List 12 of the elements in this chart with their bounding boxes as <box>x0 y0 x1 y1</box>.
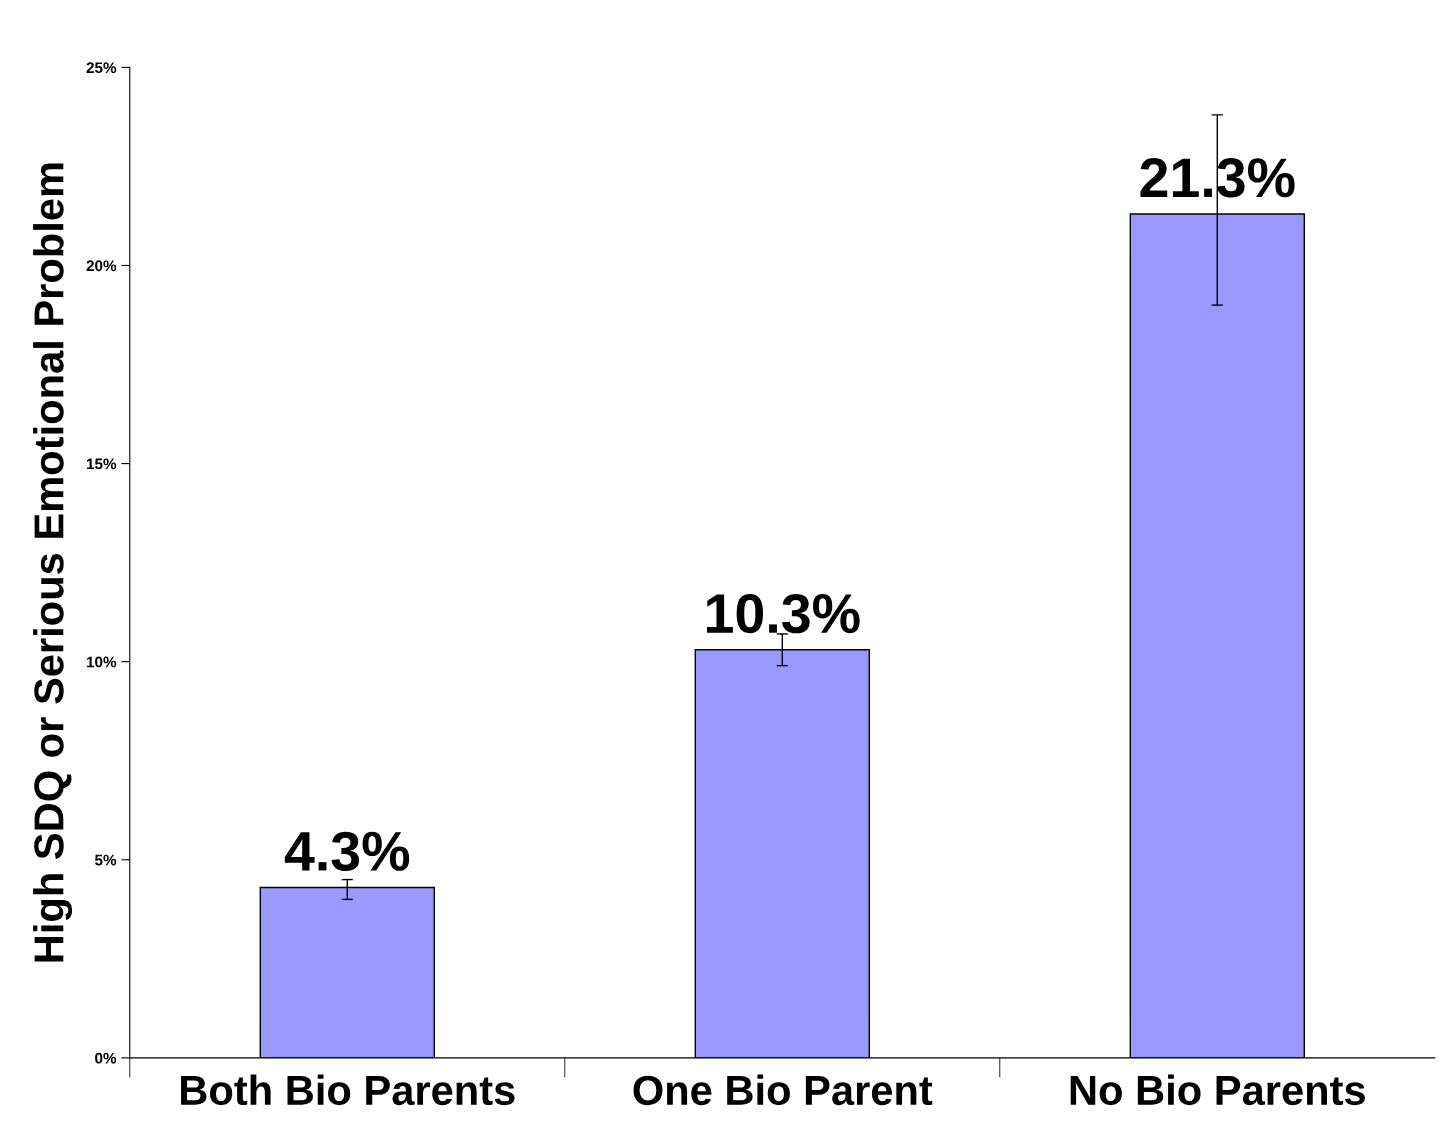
x-tick-label: No Bio Parents <box>1070 1074 1365 1106</box>
y-tick-label: 15% <box>86 458 117 470</box>
y-tick-label: 5% <box>94 854 117 866</box>
data-label: 4.3% <box>284 831 410 872</box>
y-tick-label: 20% <box>86 260 117 272</box>
y-tick-label: 25% <box>86 62 117 74</box>
x-tick-label: One Bio Parent <box>633 1074 933 1106</box>
x-tick-label: Both Bio Parents <box>181 1074 515 1106</box>
data-label: 10.3% <box>707 593 860 634</box>
y-tick-label: 10% <box>86 656 117 668</box>
y-axis-title: High SDQ or Serious Emotional Problem <box>33 163 73 962</box>
y-tick-label: 0% <box>95 1052 117 1064</box>
